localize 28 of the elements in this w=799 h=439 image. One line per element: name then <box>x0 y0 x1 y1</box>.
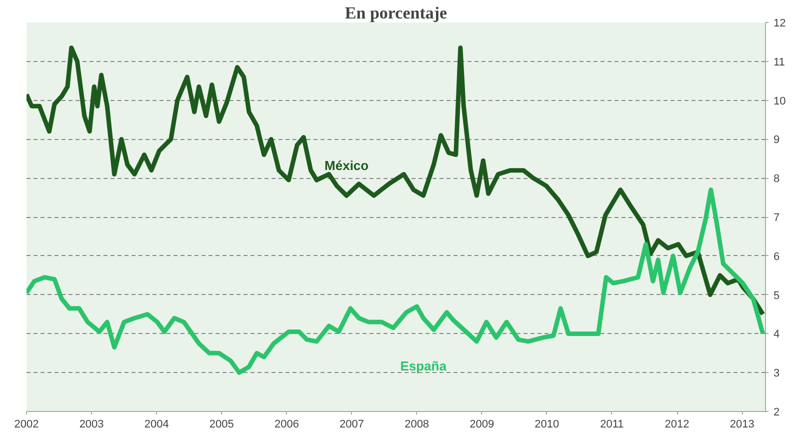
x-tick-label: 2007 <box>340 418 364 430</box>
x-tick-label: 2002 <box>14 418 39 430</box>
y-tick-label: 10 <box>774 95 786 108</box>
x-tick-label: 2013 <box>730 418 754 430</box>
x-tick-label: 2008 <box>404 418 430 430</box>
series-label: México <box>324 158 369 174</box>
y-tick-label: 12 <box>774 18 786 30</box>
y-tick-label: 3 <box>774 368 780 380</box>
x-tick-label: 2009 <box>470 418 494 430</box>
x-tick-label: 2004 <box>144 418 169 430</box>
x-tick-label: 2005 <box>209 418 234 430</box>
line-series <box>26 188 766 375</box>
y-tick-label: 6 <box>774 250 780 263</box>
y-tick-label: 11 <box>774 56 785 68</box>
x-tick-label: 2003 <box>79 418 104 430</box>
y-tick-label: 4 <box>774 328 780 341</box>
line-series <box>26 46 766 316</box>
x-tick-label: 2010 <box>534 418 560 430</box>
y-tick-label: 2 <box>774 406 780 418</box>
chart-title: En porcentaje <box>344 4 448 22</box>
y-tick-label: 9 <box>774 134 780 146</box>
x-tick-label: 2006 <box>274 418 299 430</box>
y-tick-label: 5 <box>774 290 780 302</box>
x-tick-label: 2012 <box>664 418 690 430</box>
y-tick-label: 7 <box>774 212 780 224</box>
text: España <box>400 358 448 374</box>
y-tick-label: 8 <box>774 173 780 186</box>
x-tick-label: 2011 <box>600 418 624 430</box>
